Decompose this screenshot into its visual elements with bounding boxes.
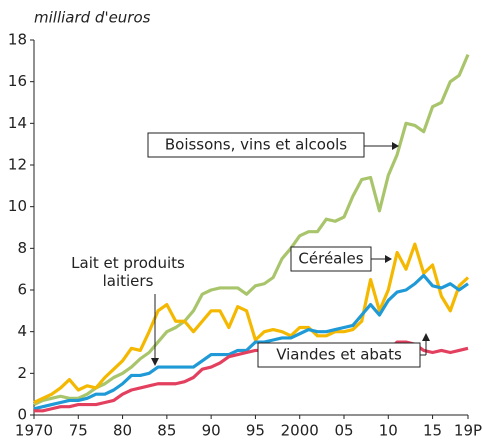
series-line	[33, 242, 470, 404]
series-label: Viandes et abats	[276, 346, 402, 364]
y-tick-label: 18	[8, 31, 27, 49]
arrowhead	[385, 255, 392, 263]
x-tick-label: 19P	[454, 422, 482, 440]
x-tick-label: 75	[69, 422, 88, 440]
series-label: Céréales	[298, 250, 363, 268]
x-tick-label: 2000	[281, 422, 319, 440]
x-tick-label: 95	[246, 422, 265, 440]
label-box	[290, 246, 372, 272]
y-tick-label: 2	[17, 364, 27, 382]
x-tick-label: 05	[334, 422, 353, 440]
arrowhead	[422, 333, 430, 341]
label-box	[257, 342, 421, 368]
y-tick-label: 0	[17, 406, 27, 424]
y-tick-label: 8	[17, 239, 27, 257]
series-label: Boissons, vins et alcools	[165, 136, 347, 154]
y-tick-label: 14	[8, 114, 27, 132]
series-line	[33, 53, 470, 407]
y-tick-label: 4	[17, 322, 27, 340]
y-tick-label: 16	[8, 72, 27, 90]
x-tick-label: 85	[157, 422, 176, 440]
arrowhead	[392, 142, 399, 150]
y-tick-label: 12	[8, 156, 27, 174]
x-tick-label: 15	[423, 422, 442, 440]
x-tick-label: 80	[113, 422, 132, 440]
plot: 0 2 4 6 8 10 12 14 16 18 1970 75 80 85 90 95 2000 05 10 15 1…	[8, 31, 482, 440]
arrowhead	[151, 358, 159, 366]
x-tick-label: 1970	[15, 422, 53, 440]
x-tick-label: 90	[202, 422, 221, 440]
x-tick-label: 10	[379, 422, 398, 440]
y-tick-label: 10	[8, 197, 27, 215]
y-axis-label: milliard d'euros	[34, 9, 151, 27]
y-tick-label: 6	[17, 281, 27, 299]
label-box	[147, 132, 365, 158]
series-label: Lait et produits laitiers	[50, 254, 206, 290]
series-line	[33, 273, 469, 411]
annotations: Boissons, vins et alcools Céréales Viand…	[147, 132, 430, 368]
